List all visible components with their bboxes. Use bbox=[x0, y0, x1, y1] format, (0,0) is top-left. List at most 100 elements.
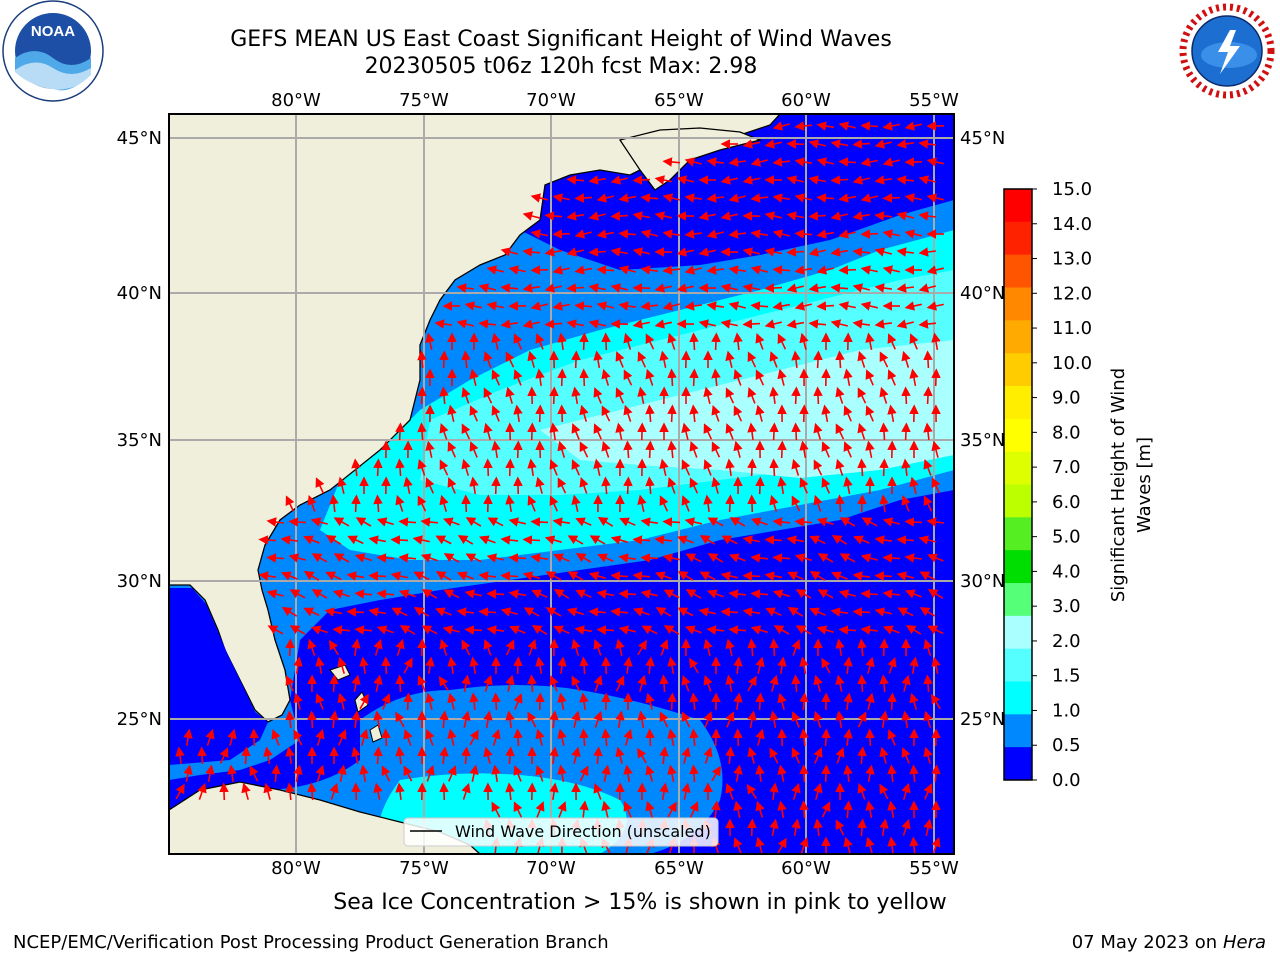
wind-wave-arrow bbox=[750, 265, 768, 275]
wind-wave-arrow bbox=[535, 333, 545, 350]
wind-wave-arrow bbox=[491, 405, 501, 422]
wind-wave-arrow bbox=[574, 193, 593, 203]
wind-wave-arrow bbox=[513, 440, 523, 459]
wind-wave-arrow bbox=[447, 692, 457, 710]
wind-wave-arrow bbox=[667, 728, 677, 746]
wind-wave-arrow bbox=[901, 458, 911, 476]
wind-wave-arrow bbox=[879, 818, 889, 837]
wind-wave-arrow bbox=[852, 607, 871, 617]
wind-wave-arrow bbox=[483, 350, 493, 368]
wind-wave-arrow bbox=[535, 476, 545, 494]
wind-wave-arrow bbox=[874, 319, 893, 329]
wind-wave-arrow bbox=[293, 764, 303, 782]
wind-wave-arrow bbox=[465, 553, 482, 563]
wind-wave-arrow bbox=[926, 265, 944, 275]
wind-wave-arrow bbox=[750, 229, 769, 239]
lat-labels-left: 45°N 40°N 35°N 30°N 25°N bbox=[117, 128, 162, 730]
wind-wave-arrow bbox=[420, 517, 439, 527]
wind-wave-arrow bbox=[882, 265, 900, 275]
wind-wave-arrow bbox=[513, 693, 523, 710]
wind-wave-arrow bbox=[527, 674, 537, 693]
wind-wave-arrow bbox=[905, 589, 922, 599]
wind-wave-arrow bbox=[505, 386, 515, 404]
wind-wave-arrow bbox=[926, 193, 944, 203]
colorbar-tick-label: 0.0 bbox=[1052, 770, 1081, 791]
wind-wave-arrow bbox=[791, 350, 801, 368]
footer-host: Hera bbox=[1222, 932, 1266, 953]
wind-wave-arrow bbox=[799, 836, 809, 854]
wind-wave-arrow bbox=[483, 494, 493, 513]
wind-wave-arrow bbox=[391, 607, 408, 617]
ocean-gulf bbox=[169, 588, 268, 765]
wind-wave-arrow bbox=[461, 710, 471, 728]
wind-wave-arrow bbox=[931, 477, 941, 494]
wind-wave-arrow bbox=[879, 386, 889, 404]
wind-wave-arrow bbox=[887, 836, 897, 854]
wind-wave-arrow bbox=[293, 656, 303, 675]
wind-wave-arrow bbox=[769, 458, 779, 477]
wind-wave-arrow bbox=[464, 625, 483, 635]
wind-wave-arrow bbox=[469, 368, 479, 386]
wind-wave-arrow bbox=[843, 692, 853, 711]
wind-wave-arrow bbox=[865, 656, 875, 674]
wind-wave-arrow bbox=[857, 783, 867, 800]
wind-wave-arrow bbox=[662, 553, 680, 563]
wind-wave-arrow bbox=[549, 495, 559, 512]
wind-wave-arrow bbox=[571, 423, 581, 440]
wind-wave-arrow bbox=[487, 517, 504, 527]
wind-wave-arrow bbox=[791, 386, 801, 405]
wind-wave-arrow bbox=[425, 729, 435, 746]
wind-wave-arrow bbox=[332, 589, 350, 599]
wind-wave-arrow bbox=[325, 571, 342, 581]
wind-wave-arrow bbox=[747, 351, 757, 368]
wind-wave-arrow bbox=[703, 494, 713, 513]
wind-wave-arrow bbox=[593, 710, 603, 728]
wind-wave-arrow bbox=[640, 553, 659, 563]
wind-wave-arrow bbox=[747, 710, 757, 729]
wind-wave-arrow bbox=[557, 801, 567, 818]
wind-wave-arrow bbox=[575, 589, 592, 599]
colorbar-segment bbox=[1004, 386, 1032, 420]
wind-wave-arrow bbox=[733, 405, 743, 422]
wind-wave-arrow bbox=[557, 728, 567, 746]
map-frame bbox=[168, 113, 955, 855]
wind-wave-arrow bbox=[645, 800, 655, 818]
wind-wave-arrow bbox=[376, 517, 394, 527]
wind-wave-arrow bbox=[874, 283, 893, 293]
wind-wave-arrow bbox=[545, 607, 562, 617]
wind-wave-arrow bbox=[425, 440, 435, 458]
wind-wave-arrow bbox=[681, 674, 691, 692]
wind-wave-arrow bbox=[860, 301, 878, 311]
wind-wave-arrow bbox=[809, 535, 826, 545]
wind-wave-arrow bbox=[857, 422, 867, 440]
wind-wave-arrow bbox=[522, 247, 541, 257]
colorbar-tick-label: 14.0 bbox=[1052, 214, 1092, 235]
wind-wave-arrow bbox=[508, 553, 527, 563]
wind-wave-arrow bbox=[351, 638, 361, 657]
wind-wave-arrows bbox=[175, 121, 945, 854]
wind-wave-arrow bbox=[843, 764, 853, 783]
wind-wave-arrow bbox=[887, 729, 897, 746]
wind-wave-arrow bbox=[681, 422, 691, 440]
wind-wave-arrow bbox=[368, 607, 387, 617]
wind-wave-arrow bbox=[435, 535, 452, 545]
wind-wave-arrow bbox=[755, 369, 765, 386]
wind-wave-arrow bbox=[742, 139, 760, 149]
wind-wave-arrow bbox=[777, 368, 787, 386]
wind-wave-arrow bbox=[307, 495, 317, 512]
wind-wave-arrow bbox=[588, 211, 606, 221]
wind-wave-arrow bbox=[725, 638, 735, 656]
wind-wave-arrow bbox=[439, 782, 449, 801]
wind-wave-arrow bbox=[500, 247, 518, 257]
wind-wave-arrow bbox=[901, 422, 911, 441]
wind-wave-arrow bbox=[574, 229, 592, 239]
wind-wave-arrow bbox=[684, 157, 702, 167]
wind-wave-arrow bbox=[288, 553, 306, 563]
wind-wave-arrow bbox=[830, 175, 849, 185]
wind-wave-arrow bbox=[860, 193, 878, 203]
wind-wave-arrow bbox=[641, 625, 658, 635]
wind-wave-arrow bbox=[421, 589, 438, 599]
colorbar-segment bbox=[1004, 615, 1032, 650]
wind-wave-arrow bbox=[610, 607, 629, 617]
wind-wave-arrow bbox=[457, 535, 474, 545]
